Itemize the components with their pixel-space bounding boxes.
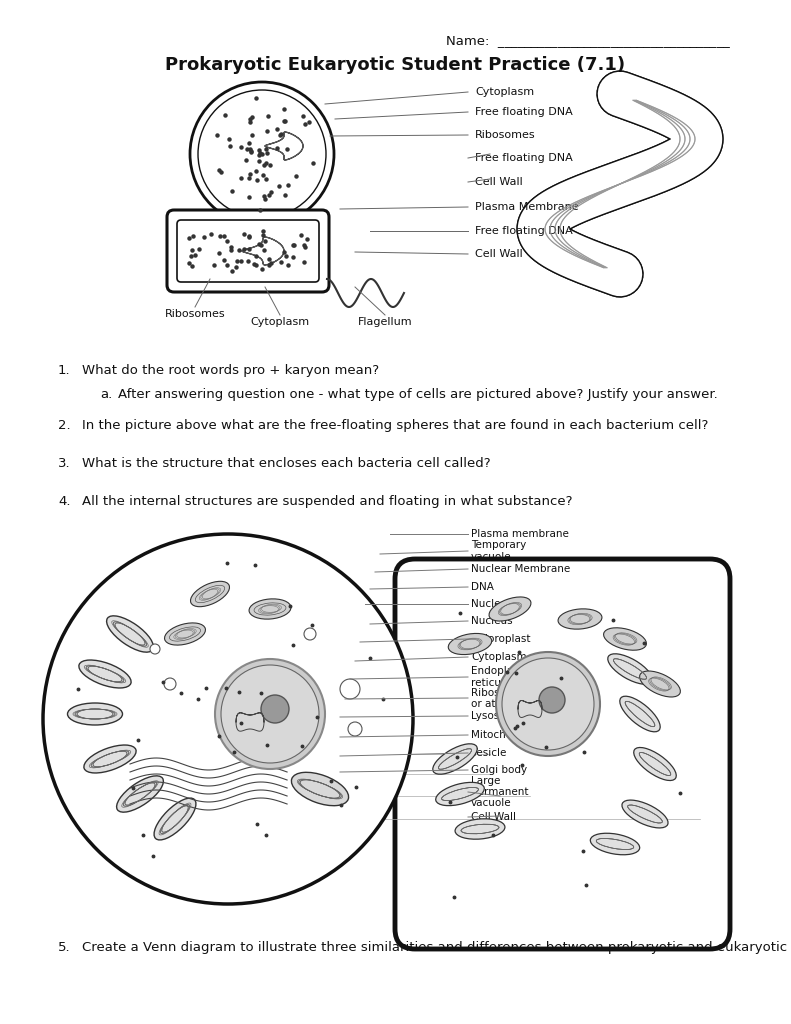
Ellipse shape — [622, 800, 668, 828]
Text: Mitochondria: Mitochondria — [471, 730, 539, 740]
Ellipse shape — [67, 703, 123, 725]
Text: Vesicle: Vesicle — [471, 748, 507, 758]
Text: Lysosome: Lysosome — [471, 711, 522, 721]
Text: Ribosomes (free
or attached): Ribosomes (free or attached) — [471, 687, 556, 709]
Text: All the internal structures are suspended and floating in what substance?: All the internal structures are suspende… — [82, 495, 573, 508]
Circle shape — [150, 644, 160, 654]
Text: Cell Wall: Cell Wall — [475, 249, 523, 259]
FancyBboxPatch shape — [167, 210, 329, 292]
Text: In the picture above what are the free-floating spheres that are found in each b: In the picture above what are the free-f… — [82, 419, 709, 432]
Ellipse shape — [489, 597, 531, 621]
Text: 2.: 2. — [58, 419, 70, 432]
Circle shape — [496, 652, 600, 756]
Text: After answering question one - what type of cells are pictured above? Justify yo: After answering question one - what type… — [118, 388, 717, 401]
Ellipse shape — [436, 782, 484, 806]
Text: 4.: 4. — [58, 495, 70, 508]
Text: Ribosomes: Ribosomes — [475, 130, 536, 140]
Ellipse shape — [455, 819, 505, 840]
Ellipse shape — [84, 745, 136, 773]
Text: Chloroplast: Chloroplast — [471, 634, 531, 644]
Text: a.: a. — [100, 388, 112, 401]
Ellipse shape — [640, 671, 680, 697]
Text: Temporary
vacuole: Temporary vacuole — [471, 541, 526, 561]
Text: Plasma membrane: Plasma membrane — [471, 529, 569, 539]
Ellipse shape — [590, 834, 640, 855]
Text: 3.: 3. — [58, 457, 70, 470]
Ellipse shape — [79, 660, 131, 688]
Text: Prokaryotic Eukaryotic Student Practice (7.1): Prokaryotic Eukaryotic Student Practice … — [165, 56, 625, 74]
Circle shape — [215, 659, 325, 769]
Text: Nucleus: Nucleus — [471, 616, 513, 626]
Text: Free floating DNA: Free floating DNA — [475, 226, 573, 236]
Text: What do the root words pro + karyon mean?: What do the root words pro + karyon mean… — [82, 364, 379, 377]
Circle shape — [304, 628, 316, 640]
Text: Create a Venn diagram to illustrate three similarities and differences between p: Create a Venn diagram to illustrate thre… — [82, 941, 791, 954]
Ellipse shape — [154, 798, 196, 840]
Circle shape — [221, 665, 319, 763]
Text: Nucleolus: Nucleolus — [471, 599, 522, 609]
Circle shape — [340, 679, 360, 699]
Ellipse shape — [604, 628, 646, 650]
Text: Endoplasmic
reticulum: Endoplasmic reticulum — [471, 667, 538, 687]
Text: Nuclear Membrane: Nuclear Membrane — [471, 564, 570, 574]
Text: Free floating DNA: Free floating DNA — [475, 106, 573, 117]
Text: Free floating DNA: Free floating DNA — [475, 153, 573, 163]
Circle shape — [164, 678, 176, 690]
Ellipse shape — [433, 743, 477, 774]
Text: Cytoplasm: Cytoplasm — [471, 652, 527, 662]
Text: Large
permanent
vacuole: Large permanent vacuole — [471, 776, 528, 808]
Text: Ribosomes: Ribosomes — [165, 309, 225, 319]
Ellipse shape — [191, 582, 229, 606]
FancyBboxPatch shape — [177, 220, 319, 282]
Ellipse shape — [165, 623, 206, 645]
Text: Name:  ___________________________________: Name: __________________________________… — [446, 34, 730, 47]
Text: Cell Wall: Cell Wall — [475, 177, 523, 187]
Circle shape — [502, 658, 594, 750]
Text: Cytoplasm: Cytoplasm — [251, 317, 309, 327]
Circle shape — [190, 82, 334, 226]
Ellipse shape — [558, 609, 602, 629]
Ellipse shape — [607, 653, 653, 684]
Text: Cell Wall: Cell Wall — [471, 812, 516, 822]
Ellipse shape — [620, 696, 660, 732]
Text: Golgi body: Golgi body — [471, 765, 527, 775]
Ellipse shape — [116, 776, 164, 812]
Text: Cytoplasm: Cytoplasm — [475, 87, 534, 97]
Ellipse shape — [634, 748, 676, 780]
Circle shape — [539, 687, 565, 713]
Circle shape — [198, 90, 326, 218]
Ellipse shape — [448, 634, 492, 654]
Text: 5.: 5. — [58, 941, 70, 954]
Ellipse shape — [249, 599, 291, 620]
Text: What is the structure that encloses each bacteria cell called?: What is the structure that encloses each… — [82, 457, 490, 470]
Ellipse shape — [291, 772, 349, 806]
Text: DNA: DNA — [471, 582, 494, 592]
Circle shape — [43, 534, 413, 904]
Text: Flagellum: Flagellum — [358, 317, 412, 327]
Text: 1.: 1. — [58, 364, 70, 377]
FancyBboxPatch shape — [395, 559, 730, 949]
Circle shape — [261, 695, 289, 723]
Text: Plasma Membrane: Plasma Membrane — [475, 202, 579, 212]
Ellipse shape — [107, 615, 153, 652]
Circle shape — [348, 722, 362, 736]
